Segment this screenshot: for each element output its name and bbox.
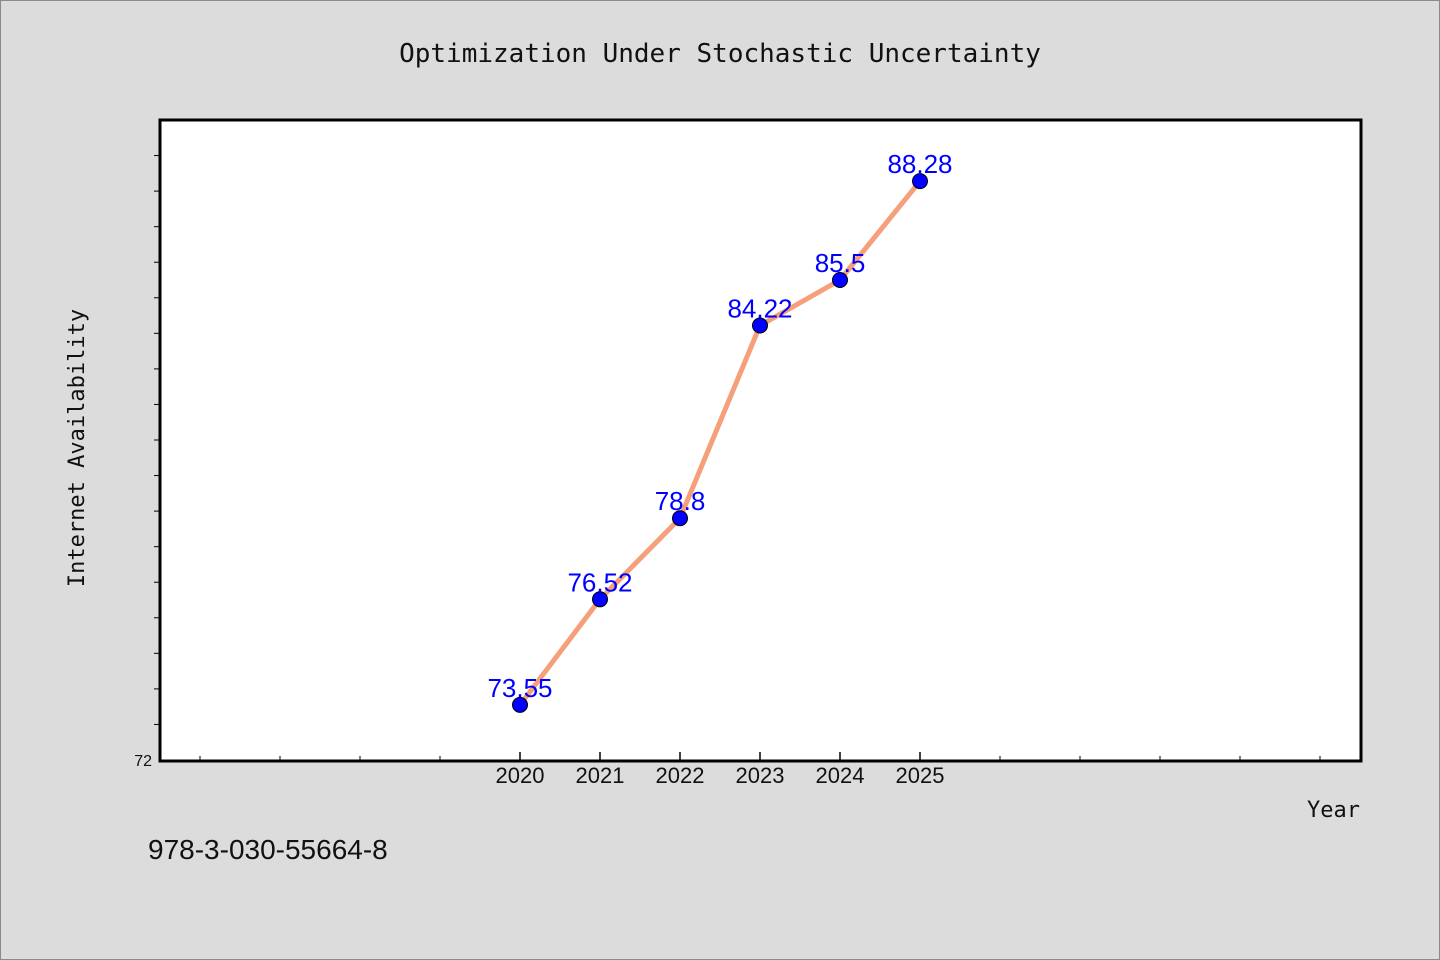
data-point <box>832 272 848 288</box>
x-tick-label: 2020 <box>496 763 545 788</box>
x-tick-label: 2024 <box>816 763 865 788</box>
chart-marks: 2020 2021 2022 2023 2024 2025 72 73.55 76.52 78.8… <box>134 149 1321 788</box>
x-tick-label: 2025 <box>896 763 945 788</box>
data-point <box>912 173 928 190</box>
y-axis-label: Internet Availability <box>65 309 90 587</box>
data-label: 88.28 <box>887 149 952 179</box>
y-tick-label: 72 <box>134 753 152 770</box>
data-label: 73.55 <box>487 673 552 703</box>
data-label: 78.8 <box>655 486 706 516</box>
x-tick-label: 2021 <box>576 763 625 788</box>
isbn-text: 978-3-030-55664-8 <box>148 834 388 865</box>
series-line <box>517 178 923 708</box>
plot-area <box>158 118 1363 763</box>
data-label: 85.5 <box>815 248 866 278</box>
data-label: 76.52 <box>567 567 632 597</box>
chart-title: Optimization Under Stochastic Uncertaint… <box>399 39 1041 69</box>
data-point <box>512 696 528 713</box>
data-point <box>672 510 688 527</box>
data-point <box>752 317 768 334</box>
x-tick-label: 2022 <box>656 763 705 788</box>
x-tick-label: 2023 <box>736 763 785 788</box>
x-axis-label: Year <box>1307 798 1360 823</box>
data-label: 84.22 <box>727 294 792 324</box>
data-point <box>592 591 608 608</box>
